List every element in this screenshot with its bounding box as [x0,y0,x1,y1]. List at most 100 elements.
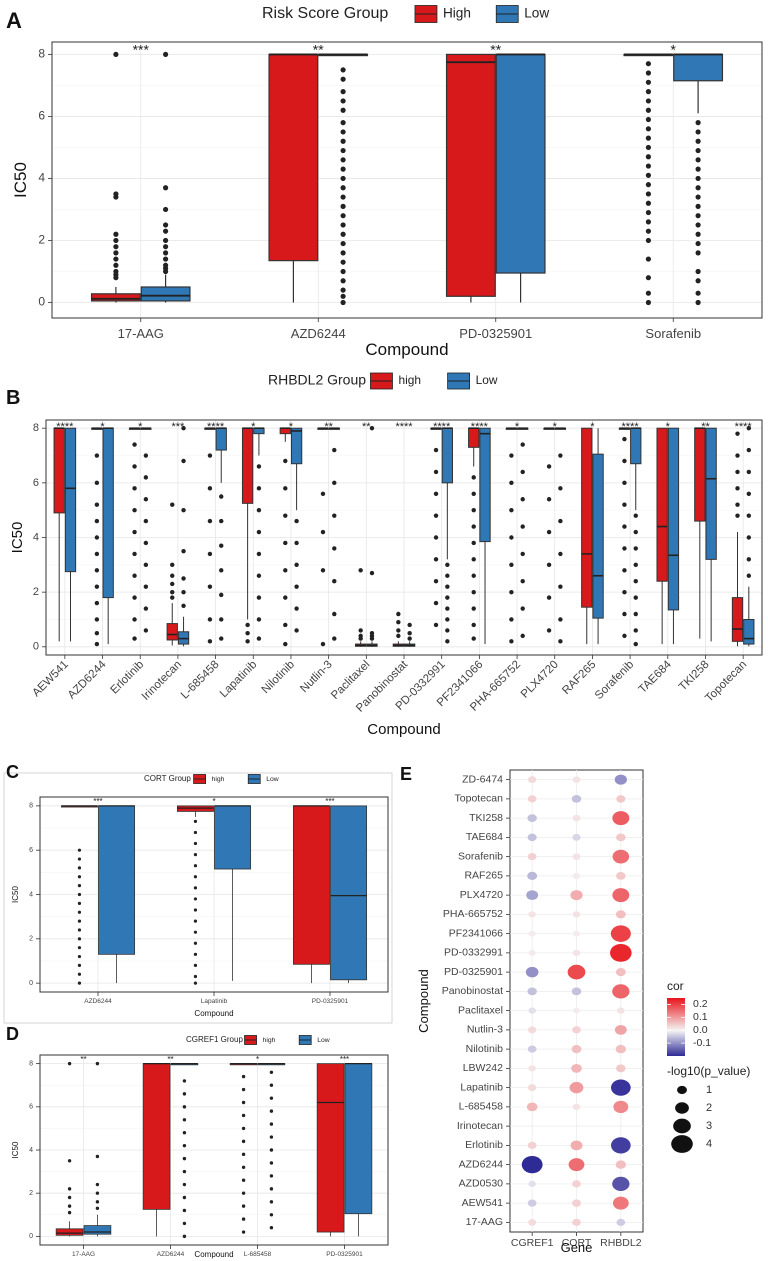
y-tick-label: PF2341066 [449,927,503,939]
dot-Nilotinib-RHBDL2 [615,1044,626,1054]
outlier-point [340,157,346,163]
dot-LBW242-CORT [571,1063,582,1073]
box-Nilotinib-low [290,427,303,633]
box-AEW541-high [53,427,65,642]
outlier-point [193,819,198,823]
outlier-point [241,1217,246,1221]
outlier-point [520,579,525,584]
outlier-point [193,830,198,835]
outlier-point [77,981,82,985]
outlier-point [340,138,346,144]
dot-TAE684-RHBDL2 [616,833,626,842]
y-tick-label: 2 [38,233,45,247]
outlier-point [181,425,186,431]
dot-ZD-6474-CORT [572,776,581,783]
size-legend-dot [675,1102,689,1114]
outlier-point [509,639,514,644]
outlier-point [558,551,563,557]
outlier-point [340,240,346,247]
outlier-point [332,579,337,584]
outlier-point [633,579,638,584]
outlier-point [471,491,476,496]
dot-PHA-665752-CGREF1 [528,911,536,918]
box-Paclitaxel-low [366,425,378,647]
box-Lapatinib-high [241,427,254,644]
dot-RAF265-CORT [572,872,581,879]
significance-label: * [256,1055,259,1064]
x-axis-title: Compound [194,1250,233,1259]
outlier-point [77,866,82,870]
outlier-point [193,875,198,879]
outlier-point [645,228,652,234]
outlier-point [283,486,288,491]
dot-TAE684-CORT [572,833,581,841]
outlier-point [633,513,638,518]
outlier-point [256,573,262,578]
box-body [140,286,191,302]
dot-Erlotinib-CGREF1 [527,1141,537,1149]
dot-TKI258-CORT [572,814,581,822]
box-Nutlin-3-low [328,427,340,641]
dot-RAF265-CGREF1 [527,871,538,880]
outlier-point [645,98,652,104]
dot-Topotecan-RHBDL2 [616,795,626,803]
y-tick-label: RAF265 [464,870,503,882]
outlier-point [645,116,652,123]
panel-frame [3,772,393,1024]
outlier-point [207,518,213,524]
outlier-point [132,617,137,622]
outlier-point [269,1148,274,1152]
box-Topotecan-high [731,431,744,647]
y-tick-label: 6 [29,847,33,854]
outlier-point [735,469,740,475]
outlier-point [132,464,137,469]
outlier-point [471,475,476,480]
outlier-point [622,502,627,507]
size-legend-label: 4 [706,1138,712,1150]
outlier-point [269,1213,274,1217]
significance-label: **** [433,421,451,433]
outlier-point [622,524,627,529]
outlier-point [67,1187,72,1191]
x-tick-label: Sorafenib [593,659,636,702]
outlier-point [622,633,627,639]
outlier-point [546,628,552,633]
outlier-point [113,194,119,200]
outlier-point [445,639,450,644]
outlier-point [163,222,169,228]
outlier-point [95,1182,100,1187]
outlier-point [294,562,299,568]
box-Topotecan-low [743,425,755,647]
box-PHA-665752-high [505,427,518,644]
significance-label: **** [622,421,640,433]
x-tick-label: RAF265 [560,659,598,697]
box-Sorafenib-high [623,53,674,306]
legend-label-low: Low [317,1037,330,1044]
significance-label: *** [325,797,334,806]
outlier-point [332,546,337,551]
x-tick-label: 17-AAG [72,1251,95,1258]
outlier-point [143,518,149,524]
outlier-point [241,1152,246,1157]
outlier-point [746,573,752,578]
plot-background [52,42,762,318]
legend: CGREF1 Group high Low [186,1035,330,1045]
box-PD-0332991-low [441,427,453,644]
outlier-point [256,551,262,557]
box-body [656,427,668,582]
box-body [731,597,744,642]
outlier-point [695,268,701,275]
outlier-point [622,480,627,486]
outlier-point [520,442,525,447]
outlier-point [95,1206,100,1210]
outlier-point [245,639,250,644]
box-body [316,1063,345,1233]
box-PD-0325901-high [445,53,496,303]
dot-AEW541-CORT [571,1199,582,1207]
outlier-point [340,222,346,228]
y-tick-label: Erlotinib [465,1139,503,1151]
box-PHA-665752-low [517,427,529,639]
outlier-point [163,250,169,256]
legend-label-high: High [443,6,471,21]
